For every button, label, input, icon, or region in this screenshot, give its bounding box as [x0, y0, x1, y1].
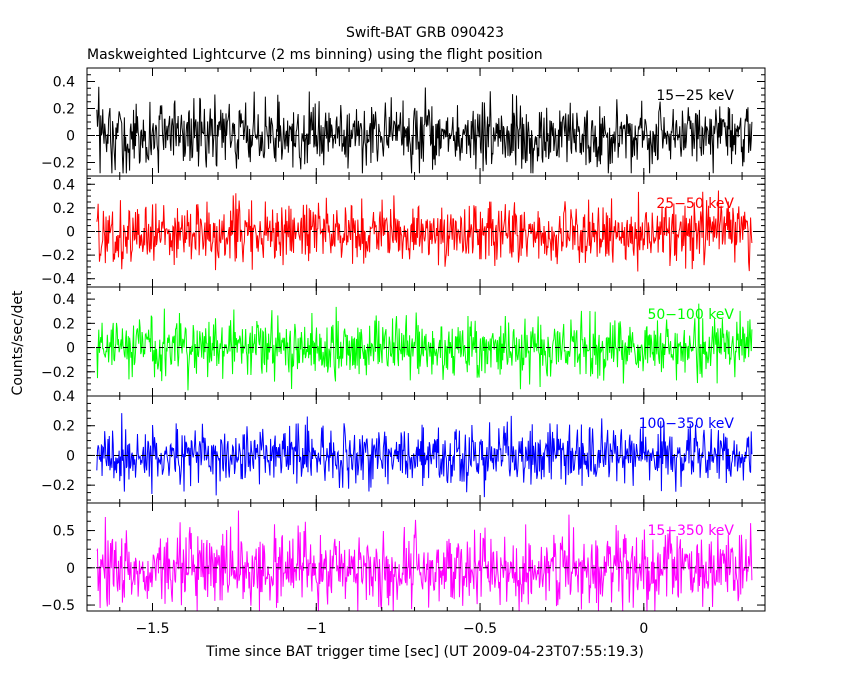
y-tick-label: −0.2: [41, 248, 75, 264]
y-tick-label: 0.2: [53, 201, 75, 217]
y-tick-label: 0.2: [53, 419, 75, 435]
x-tick-label: −1: [306, 621, 327, 637]
y-tick-label: −0.2: [41, 478, 75, 494]
chart-title: Swift-BAT GRB 090423: [346, 25, 504, 41]
x-tick-label: −1.5: [136, 621, 170, 637]
band-label: 100−350 keV: [639, 416, 735, 432]
y-axis-label: Counts/sec/det: [10, 290, 26, 395]
lightcurve-series: [96, 86, 753, 174]
y-tick-label: 0: [66, 225, 75, 241]
lightcurve-series: [96, 510, 753, 612]
x-axis-label: Time since BAT trigger time [sec] (UT 20…: [205, 644, 644, 660]
y-tick-label: 0.2: [53, 102, 75, 118]
panel-2: −0.4 −0.2 0 0.2 0.4 25−50 keV: [41, 175, 766, 288]
band-label: 15−25 keV: [656, 88, 734, 104]
y-tick-label: 0: [66, 341, 75, 357]
panel-5: −0.5 0 0.5 15−350 keV: [41, 502, 766, 614]
y-tick-label: 0.4: [53, 75, 75, 91]
y-tick-label: 0.4: [53, 292, 75, 308]
y-tick-label: 0: [66, 129, 75, 145]
y-tick-label: −0.4: [41, 272, 75, 288]
band-label: 50−100 keV: [647, 307, 734, 323]
panel-1: −0.2 0 0.2 0.4 15−25 keV: [41, 67, 766, 177]
y-tick-label: 0.4: [53, 177, 75, 193]
y-tick-label: 0.4: [53, 389, 75, 405]
y-tick-label: 0.5: [53, 524, 75, 540]
y-tick-label: 0: [66, 448, 75, 464]
y-tick-label: −0.2: [41, 365, 75, 381]
lightcurve-series: [96, 190, 753, 272]
panels-group: −0.2 0 0.2 0.4 15−25 keV −0.4 −0.2 0 0.2 0.4 25−50…: [41, 67, 766, 637]
y-tick-label: 0.2: [53, 316, 75, 332]
y-tick-label: −0.2: [41, 156, 75, 172]
y-tick-label: 0: [66, 561, 75, 577]
panel-3: −0.2 0 0.2 0.4 50−100 keV: [41, 286, 766, 397]
y-tick-label: −0.5: [41, 598, 75, 614]
lightcurve-series: [96, 413, 753, 498]
band-label: 25−50 keV: [656, 196, 734, 212]
x-tick-label: −0.5: [463, 621, 497, 637]
panel-frame: [86, 502, 766, 612]
x-tick-label: 0: [639, 621, 648, 637]
band-label: 15−350 keV: [647, 523, 734, 539]
lightcurve-series: [96, 303, 753, 391]
chart-subtitle: Maskweighted Lightcurve (2 ms binning) u…: [87, 47, 543, 63]
panel-4: −0.2 0 0.2 0.4 100−350 keV: [41, 389, 766, 504]
